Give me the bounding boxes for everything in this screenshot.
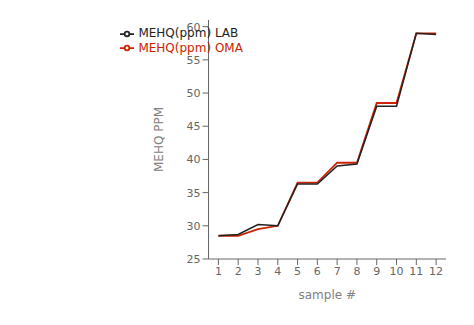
- svg-text:MEHQ PPM: MEHQ PPM: [152, 107, 166, 172]
- svg-text:4: 4: [274, 265, 281, 278]
- svg-text:50: 50: [187, 87, 201, 100]
- svg-text:11: 11: [409, 265, 423, 278]
- svg-text:5: 5: [294, 265, 301, 278]
- svg-text:2: 2: [235, 265, 242, 278]
- svg-text:7: 7: [334, 265, 341, 278]
- svg-text:40: 40: [187, 153, 201, 166]
- svg-text:3: 3: [254, 265, 261, 278]
- svg-text:1: 1: [215, 265, 222, 278]
- svg-text:8: 8: [353, 265, 360, 278]
- svg-text:35: 35: [187, 187, 201, 200]
- svg-text:45: 45: [187, 120, 201, 133]
- svg-text:sample #: sample #: [299, 288, 357, 302]
- svg-text:60: 60: [187, 21, 201, 34]
- svg-text:30: 30: [187, 220, 201, 233]
- svg-text:9: 9: [373, 265, 380, 278]
- svg-text:6: 6: [314, 265, 321, 278]
- svg-text:25: 25: [187, 253, 201, 266]
- svg-text:12: 12: [429, 265, 443, 278]
- svg-text:10: 10: [390, 265, 404, 278]
- svg-text:55: 55: [187, 54, 201, 67]
